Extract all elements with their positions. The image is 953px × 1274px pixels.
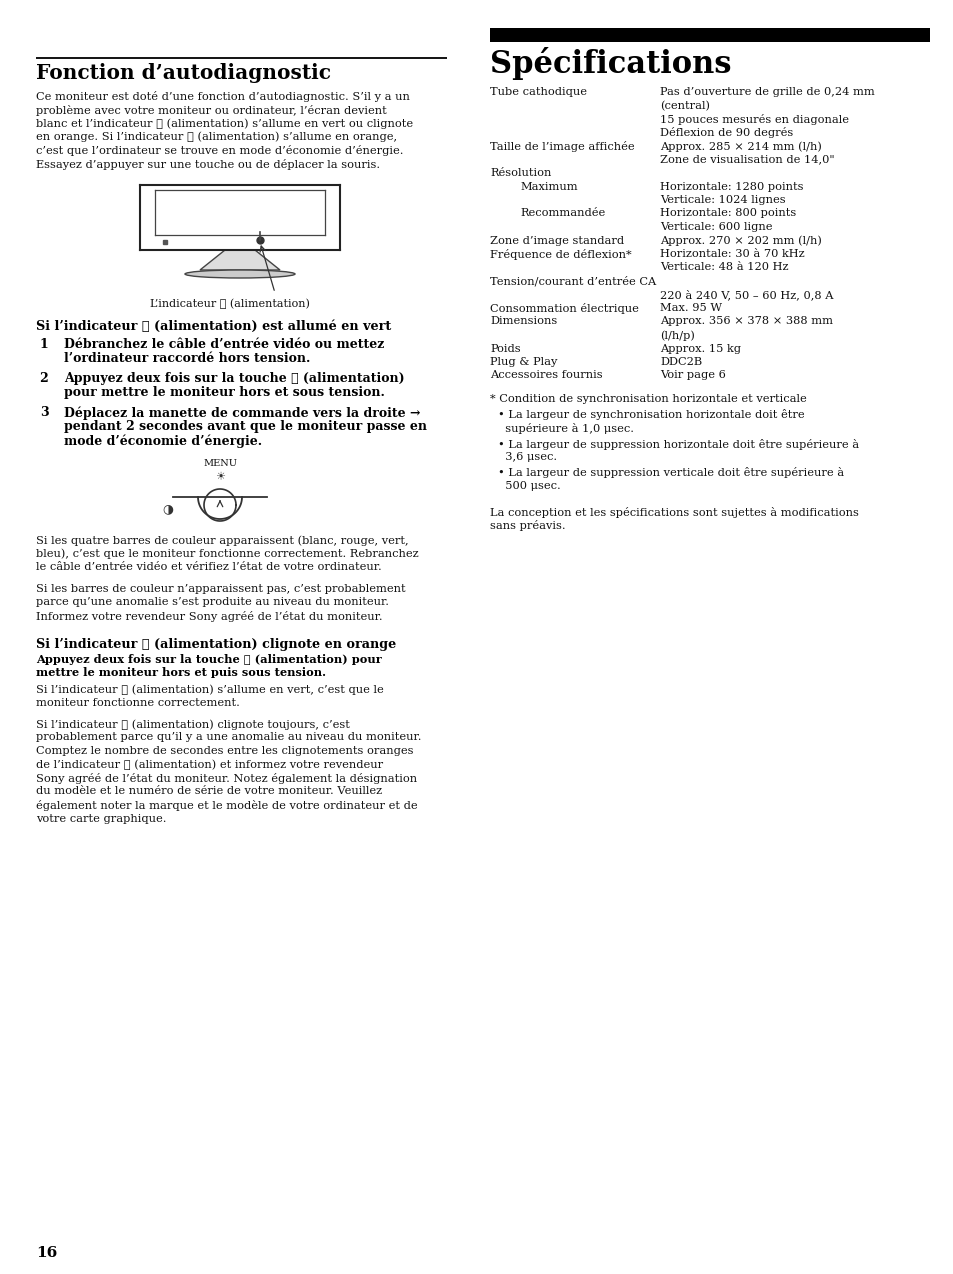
- Ellipse shape: [185, 270, 294, 278]
- Text: Verticale: 1024 lignes: Verticale: 1024 lignes: [659, 195, 785, 205]
- Text: Accessoires fournis: Accessoires fournis: [490, 371, 602, 381]
- Text: Horizontale: 30 à 70 kHz: Horizontale: 30 à 70 kHz: [659, 248, 803, 259]
- Text: c’est que l’ordinateur se trouve en mode d’économie d’énergie.: c’est que l’ordinateur se trouve en mode…: [36, 145, 403, 155]
- Text: Si les quatre barres de couleur apparaissent (blanc, rouge, vert,: Si les quatre barres de couleur apparais…: [36, 535, 408, 545]
- Text: Résolution: Résolution: [490, 168, 551, 178]
- Text: blanc et l’indicateur ⏻ (alimentation) s’allume en vert ou clignote: blanc et l’indicateur ⏻ (alimentation) s…: [36, 118, 413, 129]
- Text: Fréquence de déflexion*: Fréquence de déflexion*: [490, 248, 631, 260]
- Text: sans préavis.: sans préavis.: [490, 520, 565, 531]
- Text: ☀: ☀: [214, 471, 225, 482]
- Text: Tension/courant d’entrée CA: Tension/courant d’entrée CA: [490, 276, 656, 287]
- Text: pendant 2 secondes avant que le moniteur passe en: pendant 2 secondes avant que le moniteur…: [64, 420, 427, 433]
- Text: bleu), c’est que le moniteur fonctionne correctement. Rebranchez: bleu), c’est que le moniteur fonctionne …: [36, 549, 418, 559]
- Text: Si l’indicateur ⏻ (alimentation) clignote en orange: Si l’indicateur ⏻ (alimentation) clignot…: [36, 638, 395, 651]
- Text: Zone de visualisation de 14,0": Zone de visualisation de 14,0": [659, 154, 834, 164]
- Text: • La largeur de synchronisation horizontale doit être: • La largeur de synchronisation horizont…: [497, 409, 803, 420]
- Text: pour mettre le moniteur hors et sous tension.: pour mettre le moniteur hors et sous ten…: [64, 386, 384, 399]
- Text: Approx. 15 kg: Approx. 15 kg: [659, 344, 740, 353]
- Text: mode d’économie d’énergie.: mode d’économie d’énergie.: [64, 434, 262, 447]
- Text: Déplacez la manette de commande vers la droite →: Déplacez la manette de commande vers la …: [64, 406, 420, 419]
- Text: moniteur fonctionne correctement.: moniteur fonctionne correctement.: [36, 697, 239, 707]
- Text: Si les barres de couleur n’apparaissent pas, c’est probablement: Si les barres de couleur n’apparaissent …: [36, 583, 405, 594]
- Text: Débranchez le câble d’entrée vidéo ou mettez: Débranchez le câble d’entrée vidéo ou me…: [64, 338, 384, 352]
- Text: Zone d’image standard: Zone d’image standard: [490, 236, 623, 246]
- Text: 500 μsec.: 500 μsec.: [497, 482, 560, 490]
- Text: 220 à 240 V, 50 – 60 Hz, 0,8 A: 220 à 240 V, 50 – 60 Hz, 0,8 A: [659, 289, 833, 301]
- Text: 15 pouces mesurés en diagonale: 15 pouces mesurés en diagonale: [659, 113, 848, 125]
- Text: Plug & Play: Plug & Play: [490, 357, 557, 367]
- Text: également noter la marque et le modèle de votre ordinateur et de: également noter la marque et le modèle d…: [36, 800, 417, 812]
- Text: Recommandée: Recommandée: [519, 209, 604, 219]
- Text: Max. 95 W: Max. 95 W: [659, 303, 721, 313]
- Text: probablement parce qu’il y a une anomalie au niveau du moniteur.: probablement parce qu’il y a une anomali…: [36, 733, 421, 743]
- Text: Tube cathodique: Tube cathodique: [490, 87, 586, 97]
- Text: parce qu’une anomalie s’est produite au niveau du moniteur.: parce qu’une anomalie s’est produite au …: [36, 598, 389, 606]
- Text: Ce moniteur est doté d’une fonction d’autodiagnostic. S’il y a un: Ce moniteur est doté d’une fonction d’au…: [36, 90, 410, 102]
- Text: L’indicateur ⏻ (alimentation): L’indicateur ⏻ (alimentation): [150, 298, 310, 308]
- Text: 3,6 μsec.: 3,6 μsec.: [497, 452, 557, 462]
- Text: problème avec votre moniteur ou ordinateur, l’écran devient: problème avec votre moniteur ou ordinate…: [36, 104, 386, 116]
- Text: * Condition de synchronisation horizontale et verticale: * Condition de synchronisation horizonta…: [490, 394, 806, 404]
- Text: supérieure à 1,0 μsec.: supérieure à 1,0 μsec.: [497, 423, 634, 434]
- Text: votre carte graphique.: votre carte graphique.: [36, 814, 167, 823]
- Text: ◑: ◑: [162, 502, 173, 515]
- Text: Appuyez deux fois sur la touche ⏻ (alimentation): Appuyez deux fois sur la touche ⏻ (alime…: [64, 372, 404, 385]
- Text: Approx. 270 × 202 mm (l/h): Approx. 270 × 202 mm (l/h): [659, 236, 821, 246]
- Text: Si l’indicateur ⏻ (alimentation) clignote toujours, c’est: Si l’indicateur ⏻ (alimentation) clignot…: [36, 719, 350, 730]
- Text: en orange. Si l’indicateur ⏻ (alimentation) s’allume en orange,: en orange. Si l’indicateur ⏻ (alimentati…: [36, 131, 396, 143]
- Text: DDC2B: DDC2B: [659, 357, 701, 367]
- Text: Déflexion de 90 degrés: Déflexion de 90 degrés: [659, 127, 792, 139]
- Text: Si l’indicateur ⏻ (alimentation) s’allume en vert, c’est que le: Si l’indicateur ⏻ (alimentation) s’allum…: [36, 684, 383, 694]
- Text: (l/h/p): (l/h/p): [659, 330, 694, 340]
- Text: Sony agréé de l’état du moniteur. Notez également la désignation: Sony agréé de l’état du moniteur. Notez …: [36, 773, 416, 784]
- Text: Horizontale: 800 points: Horizontale: 800 points: [659, 209, 796, 219]
- Text: La conception et les spécifications sont sujettes à modifications: La conception et les spécifications sont…: [490, 507, 858, 517]
- Text: Voir page 6: Voir page 6: [659, 371, 725, 381]
- Text: Comptez le nombre de secondes entre les clignotements oranges: Comptez le nombre de secondes entre les …: [36, 747, 413, 755]
- Text: 1: 1: [40, 338, 49, 352]
- Text: Dimensions: Dimensions: [490, 316, 557, 326]
- Text: Maximum: Maximum: [519, 181, 577, 191]
- Text: Fonction d’autodiagnostic: Fonction d’autodiagnostic: [36, 62, 331, 83]
- Text: • La largeur de suppression horizontale doit être supérieure à: • La largeur de suppression horizontale …: [497, 438, 859, 450]
- Text: l’ordinateur raccordé hors tension.: l’ordinateur raccordé hors tension.: [64, 352, 310, 364]
- Text: Spécifications: Spécifications: [490, 47, 731, 80]
- Text: Approx. 285 × 214 mm (l/h): Approx. 285 × 214 mm (l/h): [659, 141, 821, 152]
- Polygon shape: [200, 250, 280, 270]
- Bar: [490, 28, 929, 42]
- Text: • La largeur de suppression verticale doit être supérieure à: • La largeur de suppression verticale do…: [497, 468, 843, 479]
- Text: Taille de l’image affichée: Taille de l’image affichée: [490, 141, 634, 152]
- Text: MENU: MENU: [203, 459, 236, 468]
- Text: Verticale: 48 à 120 Hz: Verticale: 48 à 120 Hz: [659, 262, 788, 273]
- Text: 3: 3: [40, 406, 49, 419]
- Text: Si l’indicateur ⏻ (alimentation) est allumé en vert: Si l’indicateur ⏻ (alimentation) est all…: [36, 320, 391, 333]
- Text: du modèle et le numéro de série de votre moniteur. Veuillez: du modèle et le numéro de série de votre…: [36, 786, 382, 796]
- Text: Appuyez deux fois sur la touche ⏻ (alimentation) pour: Appuyez deux fois sur la touche ⏻ (alime…: [36, 654, 381, 665]
- Text: Consommation électrique: Consommation électrique: [490, 303, 639, 313]
- Text: Essayez d’appuyer sur une touche ou de déplacer la souris.: Essayez d’appuyer sur une touche ou de d…: [36, 158, 379, 169]
- Text: Informez votre revendeur Sony agréé de l’état du moniteur.: Informez votre revendeur Sony agréé de l…: [36, 610, 382, 622]
- Text: Verticale: 600 ligne: Verticale: 600 ligne: [659, 222, 772, 232]
- Text: Pas d’ouverture de grille de 0,24 mm: Pas d’ouverture de grille de 0,24 mm: [659, 87, 874, 97]
- Text: Poids: Poids: [490, 344, 520, 353]
- Text: Horizontale: 1280 points: Horizontale: 1280 points: [659, 181, 802, 191]
- Text: 2: 2: [40, 372, 49, 385]
- Text: mettre le moniteur hors et puis sous tension.: mettre le moniteur hors et puis sous ten…: [36, 668, 326, 679]
- Text: Approx. 356 × 378 × 388 mm: Approx. 356 × 378 × 388 mm: [659, 316, 832, 326]
- Text: (central): (central): [659, 101, 709, 111]
- Text: le câble d’entrée vidéo et vérifiez l’état de votre ordinateur.: le câble d’entrée vidéo et vérifiez l’ét…: [36, 562, 381, 572]
- Text: de l’indicateur ⏻ (alimentation) et informez votre revendeur: de l’indicateur ⏻ (alimentation) et info…: [36, 759, 383, 769]
- Text: 16: 16: [36, 1246, 57, 1260]
